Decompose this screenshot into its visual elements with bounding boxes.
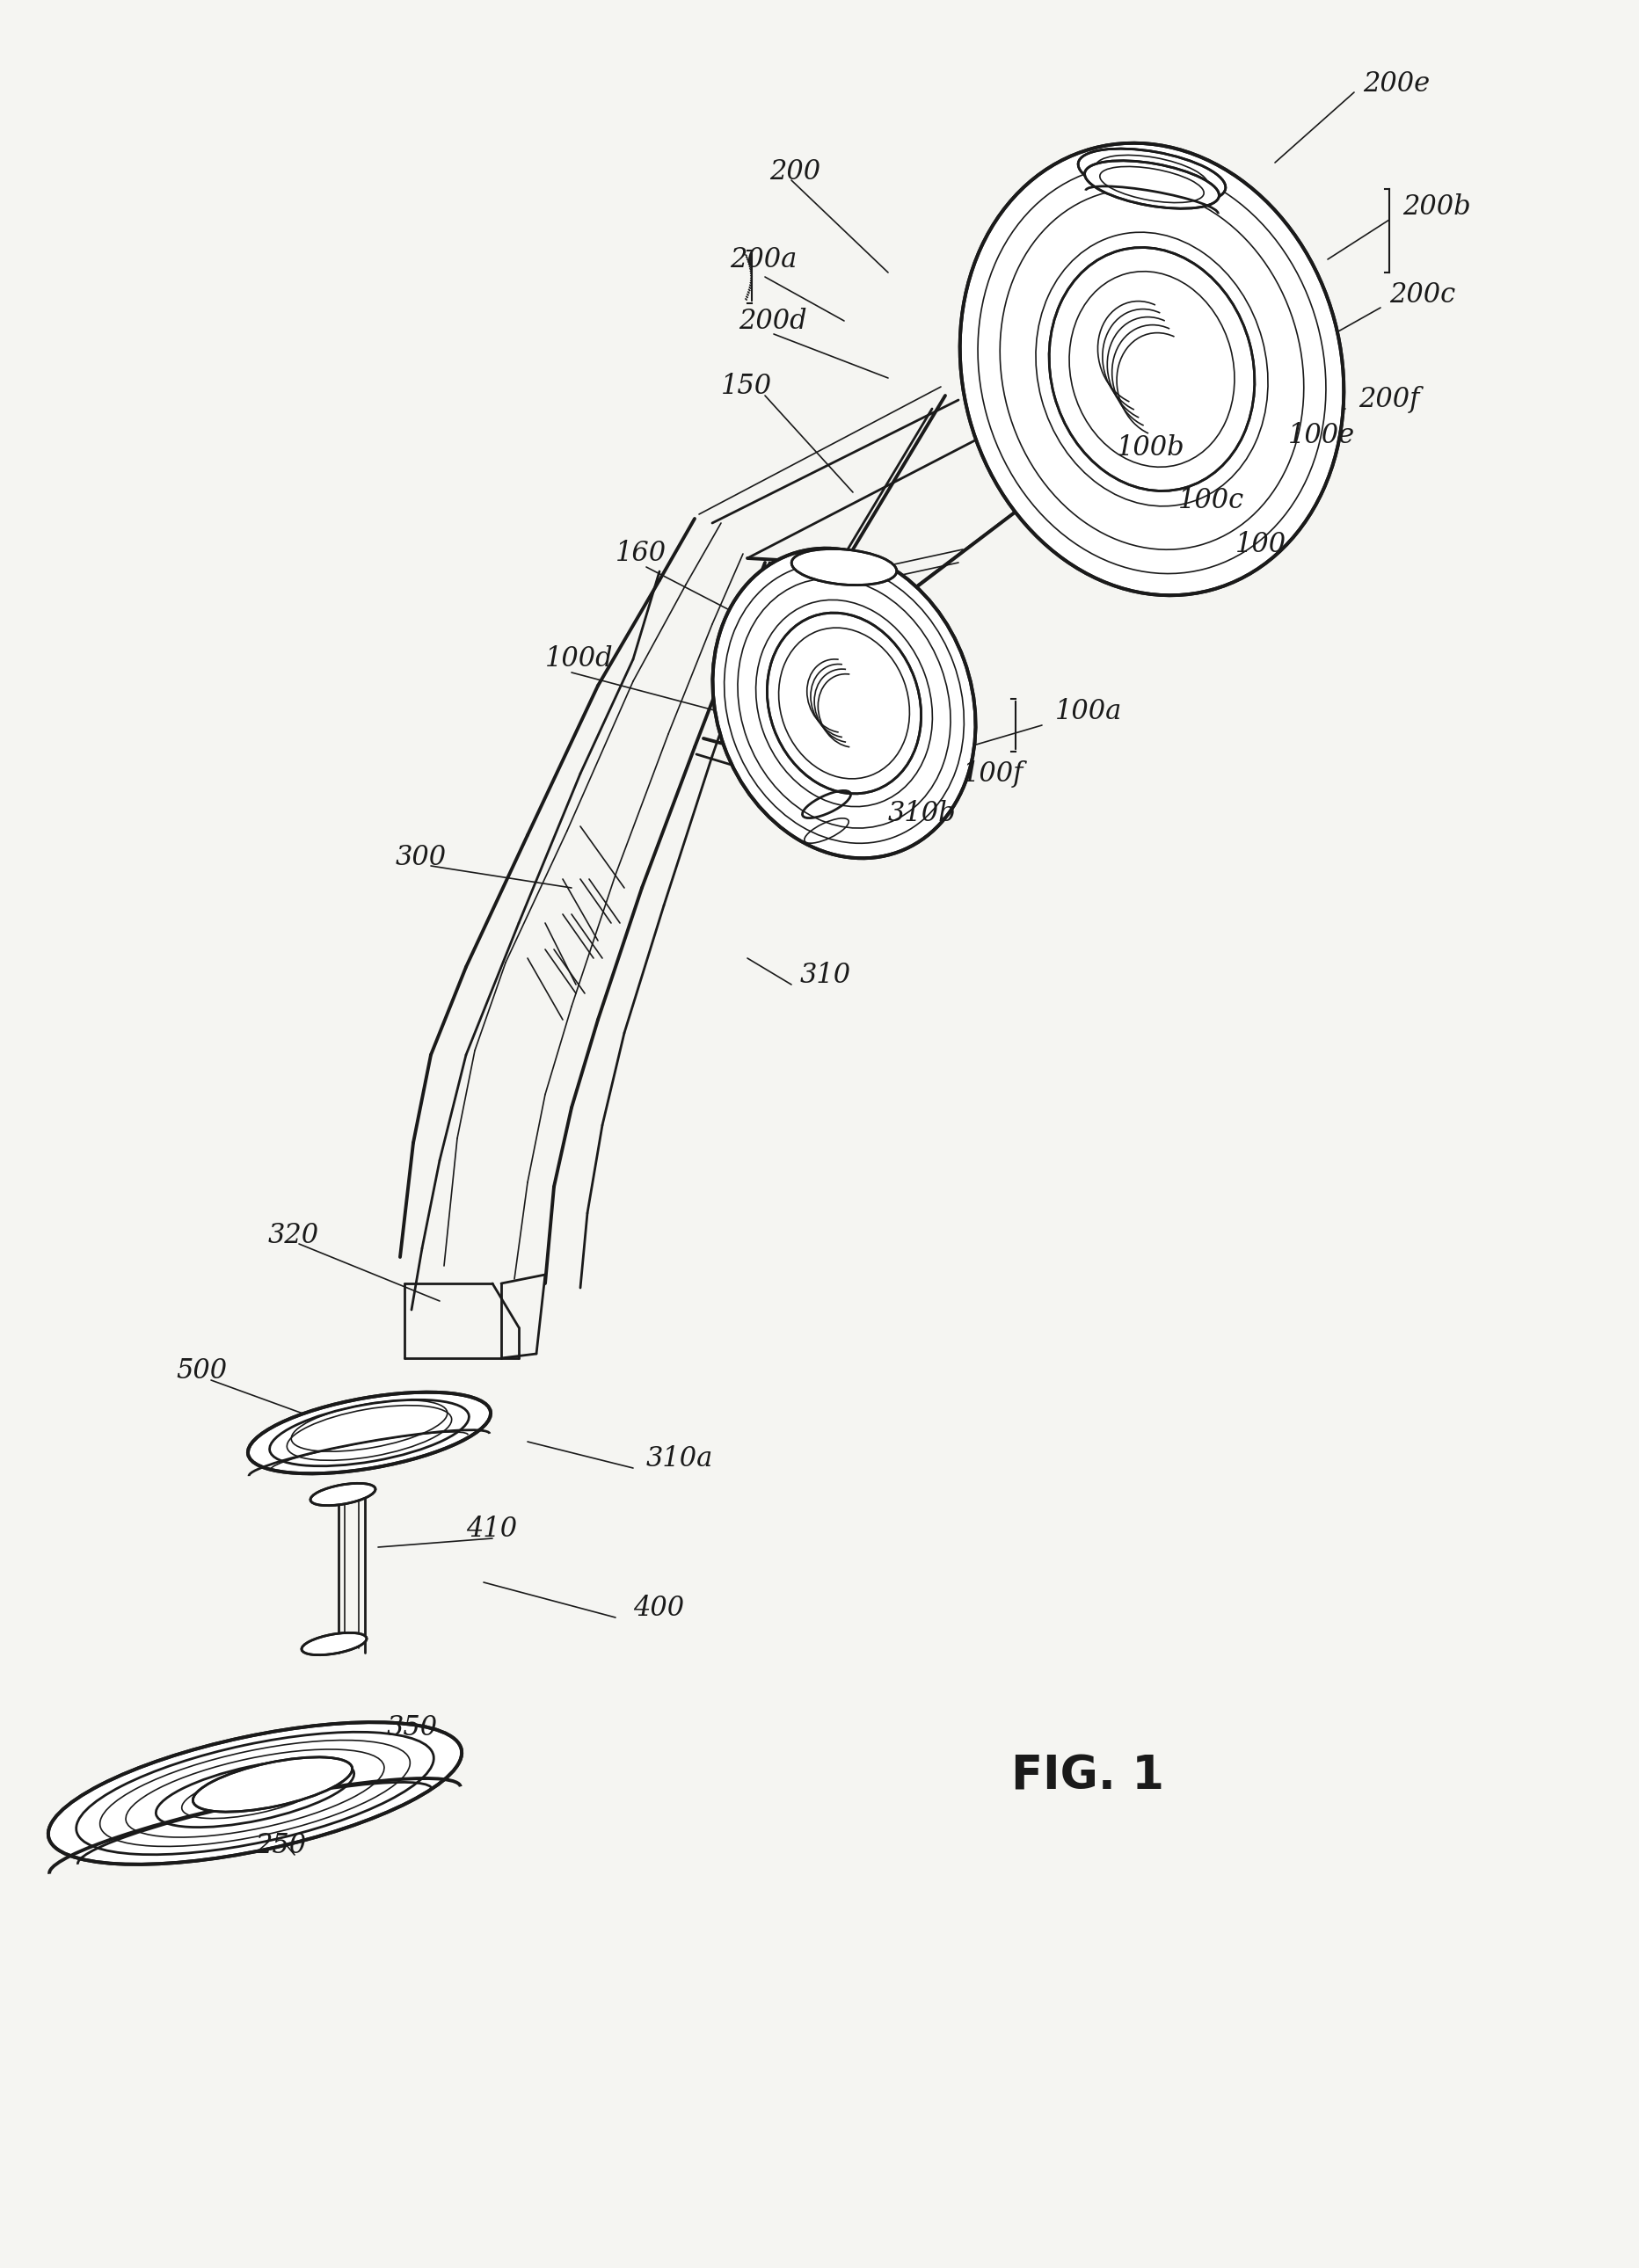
Ellipse shape [1077,150,1224,202]
Text: 500: 500 [175,1359,226,1386]
Ellipse shape [48,1721,462,1864]
Text: 150: 150 [721,374,772,401]
Text: 100d: 100d [544,646,613,674]
Text: 350: 350 [387,1715,438,1742]
Ellipse shape [247,1393,490,1474]
Text: 310: 310 [800,962,851,989]
Ellipse shape [1049,247,1254,490]
Text: 410: 410 [465,1515,516,1542]
Text: 300: 300 [395,844,446,871]
Text: 400: 400 [633,1594,683,1622]
Ellipse shape [792,549,897,585]
Text: 200f: 200f [1357,386,1419,413]
Ellipse shape [767,612,921,794]
Text: 200e: 200e [1362,70,1429,98]
Text: 200: 200 [769,159,820,186]
Text: 310a: 310a [646,1445,713,1472]
Ellipse shape [959,143,1342,594]
Text: 100e: 100e [1288,422,1354,449]
Ellipse shape [713,549,975,857]
Ellipse shape [193,1758,352,1812]
Text: 160: 160 [615,540,667,567]
Text: 100b: 100b [1116,435,1185,463]
Text: 200c: 200c [1388,281,1455,308]
Text: 200a: 200a [729,245,797,272]
Text: 310b: 310b [888,801,956,828]
Text: 320: 320 [269,1222,320,1250]
Text: 100c: 100c [1177,488,1244,515]
Text: FIG. 1: FIG. 1 [1011,1753,1164,1799]
Ellipse shape [1083,161,1218,209]
Text: 100a: 100a [1054,699,1121,726]
Text: 250: 250 [254,1833,306,1860]
Ellipse shape [302,1633,367,1656]
Text: 100: 100 [1234,531,1287,558]
Text: 200d: 200d [738,306,806,333]
Ellipse shape [310,1483,375,1506]
Text: 100f: 100f [962,760,1023,787]
Text: 200b: 200b [1401,193,1470,220]
